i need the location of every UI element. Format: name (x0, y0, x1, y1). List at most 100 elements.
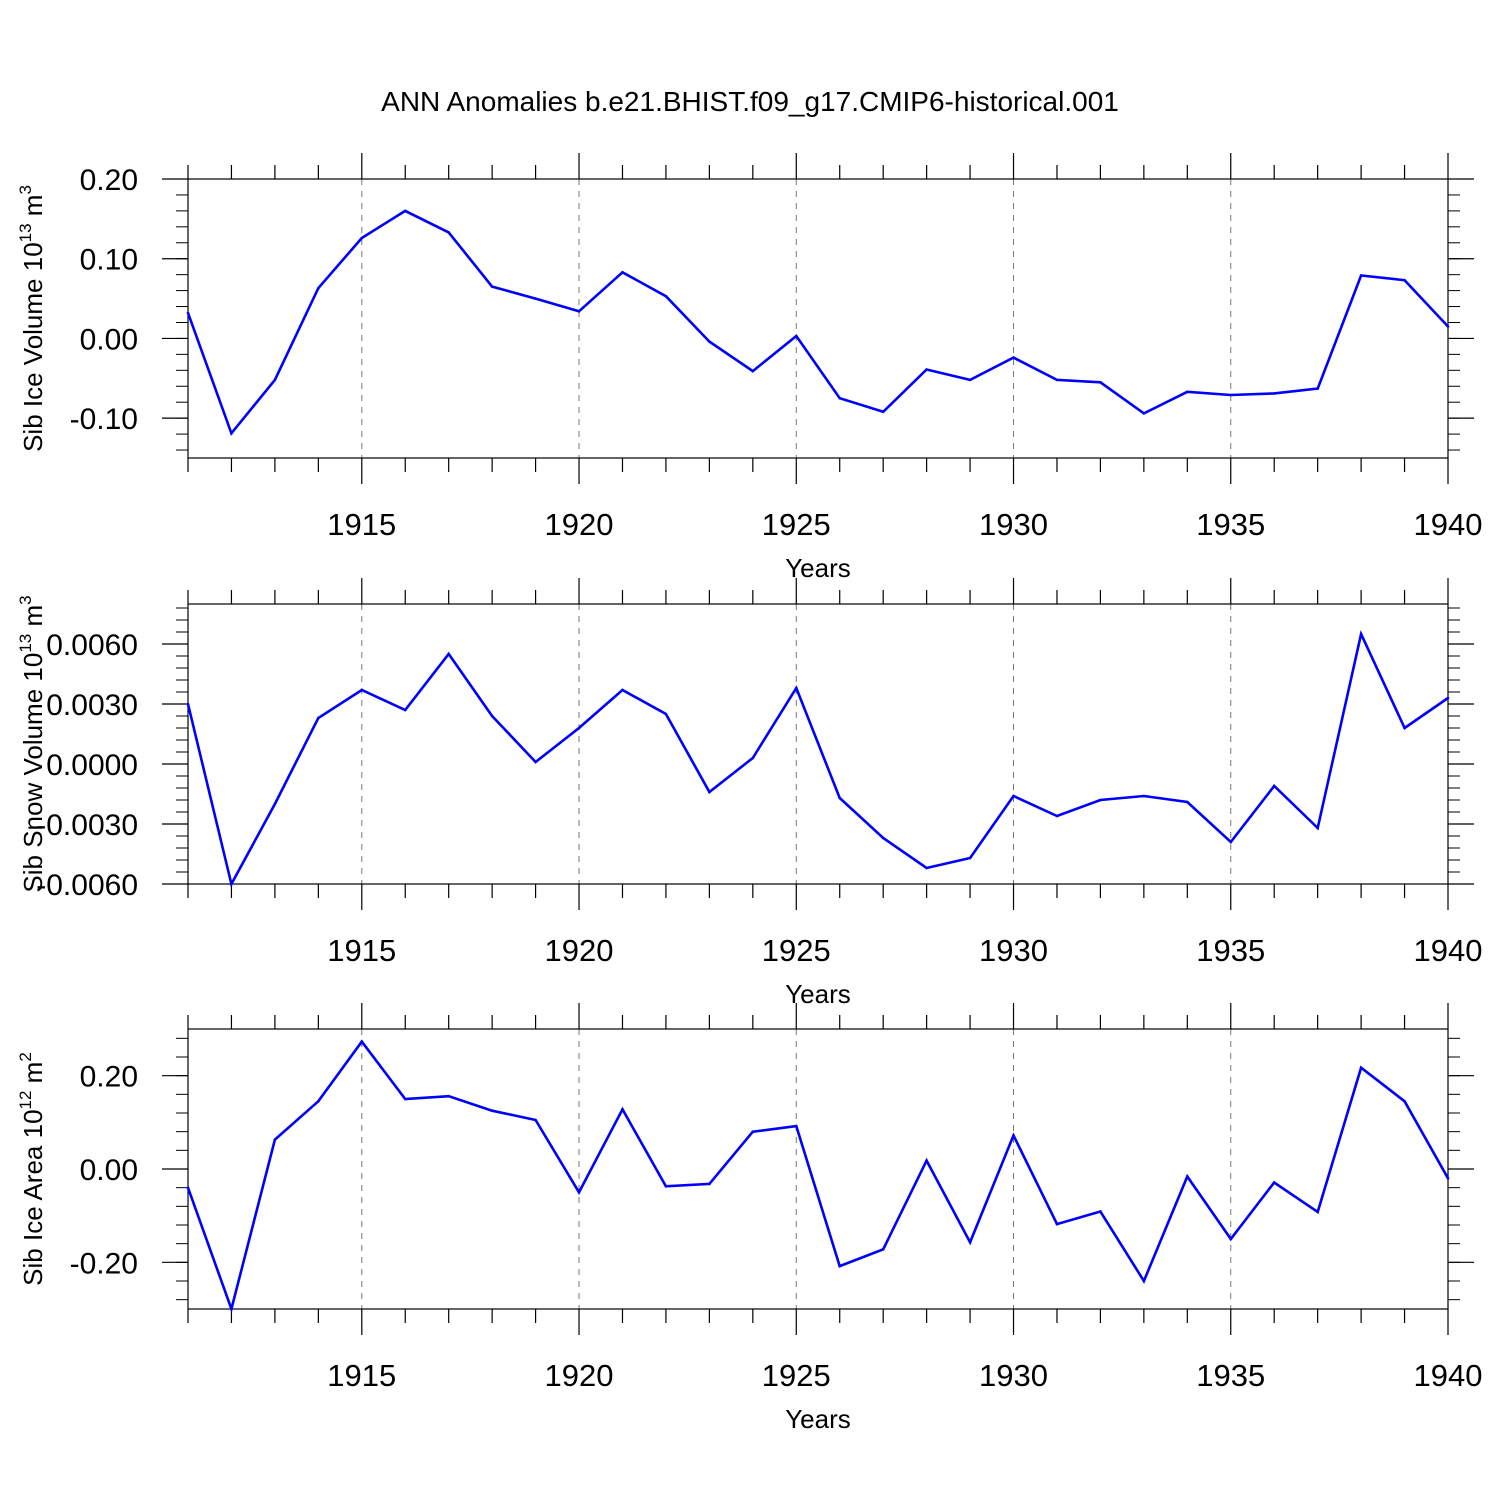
data-point-1939 (1403, 278, 1406, 282)
data-point-1924 (751, 756, 755, 760)
data-point-1917 (447, 652, 450, 656)
data-point-1930 (1012, 794, 1015, 798)
data-point-1914 (317, 286, 320, 290)
data-point-1931 (1055, 1222, 1059, 1226)
y-tick-label: 0.0000 (46, 749, 138, 782)
data-point-1922 (664, 712, 668, 716)
data-point-1937 (1316, 387, 1319, 390)
x-axis-label: Years (785, 553, 851, 583)
x-tick-label: 1920 (545, 507, 614, 542)
data-point-1917 (447, 231, 450, 234)
data-point-1940 (1446, 1177, 1450, 1180)
data-point-1938 (1359, 632, 1363, 636)
data-point-1911 (186, 702, 190, 706)
chart-panel-3: 0.20 0.00 -0.20 1915 1920 1925 1930 1935 1940 Yea… (16, 1003, 1482, 1434)
x-tick-label: 1925 (762, 1358, 831, 1393)
data-point-1938 (1359, 1066, 1363, 1070)
data-point-1929 (968, 1240, 972, 1244)
data-point-1935 (1229, 393, 1233, 397)
data-point-1926 (838, 796, 842, 800)
x-tick-label: 1930 (979, 507, 1048, 542)
data-point-1912 (230, 1307, 233, 1311)
x-tick-label: 1940 (1414, 507, 1483, 542)
y-tick-label: 0.20 (80, 164, 138, 197)
data-point-1925 (794, 1124, 798, 1128)
x-tick-label: 1935 (1196, 933, 1265, 968)
plot-frame (187, 603, 1449, 885)
data-point-1925 (794, 334, 798, 338)
data-point-1916 (403, 209, 407, 213)
data-point-1921 (621, 1107, 624, 1111)
data-point-1916 (403, 708, 407, 712)
data-point-1912 (230, 882, 233, 886)
data-point-1934 (1186, 1175, 1189, 1178)
data-point-1936 (1272, 392, 1276, 395)
data-point-1933 (1142, 1279, 1146, 1283)
data-point-1927 (881, 1247, 885, 1251)
data-point-1915 (360, 688, 364, 692)
x-tick-label: 1935 (1196, 1358, 1265, 1393)
data-point-1937 (1316, 826, 1319, 830)
data-point-1915 (360, 236, 364, 240)
data-point-1924 (751, 369, 755, 373)
data-point-1929 (968, 378, 972, 382)
chart-panel-2: 0.0060 0.0030 0.0000 -0.0030 -0.0060 1915 1920… (16, 578, 1482, 1009)
data-point-1921 (621, 270, 624, 274)
data-point-1938 (1359, 274, 1363, 277)
data-point-1929 (968, 856, 972, 860)
data-point-1928 (925, 1159, 928, 1162)
y-tick-label: -0.10 (70, 403, 138, 436)
x-tick-label: 1930 (979, 933, 1048, 968)
data-point-1919 (534, 760, 537, 764)
data-point-1934 (1186, 800, 1189, 804)
x-axis-label: Years (785, 1404, 851, 1434)
series-line (186, 629, 1449, 888)
data-point-1930 (1012, 356, 1015, 359)
y-axis-label: Sib Ice Volume 1013 m3 (16, 185, 48, 452)
y-tick-label: 0.0060 (46, 629, 138, 662)
y-tick-label: -0.0030 (36, 809, 138, 842)
data-point-1923 (708, 790, 711, 794)
series-line (186, 1039, 1450, 1314)
data-point-1928 (925, 368, 928, 371)
data-point-1926 (838, 396, 842, 400)
data-point-1927 (881, 836, 885, 840)
plot-frame (187, 1028, 1449, 1310)
x-tick-label: 1920 (545, 933, 614, 968)
x-tick-label: 1925 (762, 933, 831, 968)
data-point-1913 (273, 802, 277, 806)
data-point-1913 (273, 1138, 277, 1141)
data-point-1932 (1099, 1210, 1102, 1213)
data-point-1919 (534, 297, 537, 300)
data-point-1922 (664, 294, 668, 298)
data-point-1933 (1142, 412, 1146, 415)
data-point-1915 (360, 1040, 364, 1043)
x-axis-label: Years (785, 979, 851, 1009)
data-point-1913 (273, 378, 277, 382)
data-point-1923 (708, 1182, 711, 1186)
data-point-1940 (1446, 325, 1450, 328)
data-point-1934 (1186, 390, 1189, 394)
x-tick-label: 1930 (979, 1358, 1048, 1393)
x-tick-label: 1915 (327, 1358, 396, 1393)
data-point-1931 (1055, 378, 1059, 382)
data-point-1916 (403, 1097, 407, 1101)
data-point-1940 (1446, 696, 1450, 700)
data-point-1911 (186, 311, 190, 315)
x-tick-label: 1935 (1196, 507, 1265, 542)
y-tick-label: 0.00 (80, 1154, 138, 1187)
data-point-1914 (317, 716, 320, 720)
x-tick-label: 1920 (545, 1358, 614, 1393)
data-point-1927 (881, 410, 885, 414)
data-point-1918 (490, 714, 494, 718)
y-tick-label: 0.0030 (46, 689, 138, 722)
data-point-1939 (1403, 1100, 1406, 1103)
y-axis-label: Sib Ice Area 1012 m2 (16, 1052, 48, 1286)
data-point-1935 (1229, 1237, 1233, 1241)
data-point-1914 (317, 1100, 320, 1103)
data-point-1917 (447, 1094, 450, 1098)
y-tick-label: 0.10 (80, 244, 138, 277)
data-point-1920 (577, 726, 581, 730)
x-tick-label: 1915 (327, 933, 396, 968)
